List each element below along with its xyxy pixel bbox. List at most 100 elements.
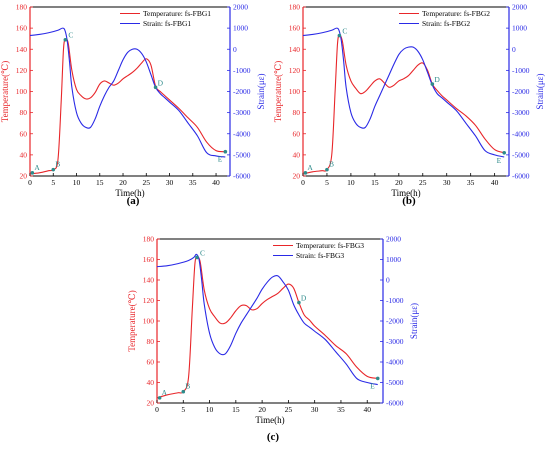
x-tick-label: 5 bbox=[51, 178, 55, 187]
y-left-tick-label: 60 bbox=[147, 358, 155, 367]
point-label-c: C bbox=[68, 31, 73, 40]
temperature-series-line bbox=[302, 34, 505, 175]
legend-label: Strain: fs-FBG3 bbox=[296, 251, 344, 260]
y-left-axis-label: Temperature(℃) bbox=[273, 61, 283, 122]
x-tick-label: 40 bbox=[212, 178, 220, 187]
y-right-tick-label: -5000 bbox=[386, 378, 404, 387]
x-tick-label: 0 bbox=[301, 178, 305, 187]
x-tick-label: 35 bbox=[337, 405, 345, 414]
x-tick-label: 25 bbox=[419, 178, 427, 187]
point-marker-b bbox=[51, 167, 56, 172]
y-left-tick-label: 40 bbox=[20, 150, 28, 159]
y-right-axis-label: Strain(με) bbox=[409, 303, 419, 339]
y-left-tick-label: 80 bbox=[293, 108, 301, 117]
point-label-d: D bbox=[301, 294, 307, 303]
y-left-tick-label: 180 bbox=[289, 3, 301, 12]
point-marker-a bbox=[157, 396, 162, 400]
y-left-tick-label: 140 bbox=[16, 45, 28, 54]
point-label-e: E bbox=[497, 156, 502, 165]
legend-label: Temperature: fs-FBG2 bbox=[422, 9, 490, 18]
x-axis-label: Time(h) bbox=[115, 188, 144, 198]
point-marker-b bbox=[325, 167, 329, 172]
y-left-tick-label: 40 bbox=[147, 378, 155, 387]
y-right-tick-label: 0 bbox=[512, 45, 516, 54]
y-right-tick-label: 0 bbox=[233, 45, 237, 54]
x-tick-label: 40 bbox=[363, 405, 371, 414]
point-marker-a bbox=[30, 171, 35, 175]
y-left-tick-label: 80 bbox=[20, 108, 28, 117]
temperature-series-line bbox=[156, 256, 378, 399]
x-tick-label: 5 bbox=[325, 178, 329, 187]
y-left-tick-label: 180 bbox=[16, 3, 28, 12]
y-left-tick-label: 60 bbox=[20, 129, 28, 138]
x-axis-label: Time(h) bbox=[255, 415, 284, 425]
x-tick-label: 20 bbox=[119, 178, 127, 187]
y-left-tick-label: 100 bbox=[143, 317, 155, 326]
point-marker-b bbox=[181, 389, 186, 394]
y-left-tick-label: 160 bbox=[289, 24, 301, 33]
y-right-tick-label: 1000 bbox=[512, 24, 527, 33]
y-left-tick-label: 40 bbox=[293, 150, 301, 159]
x-tick-label: 20 bbox=[395, 178, 403, 187]
x-tick-label: 10 bbox=[206, 405, 214, 414]
y-left-tick-label: 60 bbox=[293, 129, 301, 138]
y-left-tick-label: 160 bbox=[143, 255, 155, 264]
point-label-a: A bbox=[162, 388, 168, 397]
strain-series-line bbox=[302, 27, 505, 158]
x-tick-label: 35 bbox=[467, 178, 475, 187]
x-tick-label: 40 bbox=[491, 178, 499, 187]
y-left-axis-label: Temperature(℃) bbox=[0, 61, 10, 122]
y-left-tick-label: 120 bbox=[289, 66, 301, 75]
point-marker-d bbox=[430, 82, 435, 86]
y-right-tick-label: -6000 bbox=[512, 172, 530, 181]
point-label-b: B bbox=[55, 160, 60, 169]
point-label-d: D bbox=[158, 78, 164, 87]
legend-label: Strain: fs-FBG1 bbox=[143, 19, 191, 28]
y-left-tick-label: 100 bbox=[289, 87, 301, 96]
x-tick-label: 0 bbox=[28, 178, 32, 187]
x-tick-label: 30 bbox=[443, 178, 451, 187]
x-tick-label: 20 bbox=[258, 405, 266, 414]
y-right-tick-label: -5000 bbox=[512, 150, 530, 159]
y-right-tick-label: 1000 bbox=[233, 24, 248, 33]
point-marker-a bbox=[303, 171, 308, 175]
point-marker-d bbox=[153, 85, 158, 90]
y-right-tick-label: 0 bbox=[386, 276, 390, 285]
y-right-tick-label: -3000 bbox=[512, 108, 530, 117]
point-marker-c bbox=[337, 33, 342, 38]
temperature-series-line bbox=[29, 38, 226, 175]
y-right-tick-label: -1000 bbox=[512, 66, 530, 75]
y-right-axis-label: Strain(με) bbox=[535, 73, 545, 109]
x-tick-label: 25 bbox=[143, 178, 151, 187]
y-left-tick-label: 140 bbox=[143, 276, 155, 285]
x-tick-label: 10 bbox=[347, 178, 355, 187]
y-right-tick-label: -2000 bbox=[386, 317, 404, 326]
y-left-axis-label: Temperature(℃) bbox=[127, 290, 137, 351]
y-left-tick-label: 120 bbox=[16, 66, 28, 75]
legend-label: Strain: fs-FBG2 bbox=[422, 19, 470, 28]
point-marker-e bbox=[223, 149, 228, 154]
y-left-tick-label: 100 bbox=[16, 87, 28, 96]
panel-caption: (a) bbox=[127, 195, 140, 207]
chart-panel-b: 0 5 10 15 20 25 30 35 40 20 40 60 80 100 120 140 160 180 -… bbox=[273, 3, 545, 207]
x-tick-label: 15 bbox=[371, 178, 379, 187]
point-label-b: B bbox=[185, 382, 190, 391]
y-right-tick-label: -6000 bbox=[386, 399, 404, 408]
y-right-tick-label: -2000 bbox=[512, 87, 530, 96]
point-marker-c bbox=[63, 37, 68, 42]
y-left-tick-label: 20 bbox=[20, 172, 28, 181]
y-right-tick-label: -2000 bbox=[233, 87, 251, 96]
x-tick-label: 15 bbox=[232, 405, 240, 414]
y-left-tick-label: 120 bbox=[143, 296, 155, 305]
x-tick-label: 30 bbox=[166, 178, 174, 187]
y-right-tick-label: -4000 bbox=[386, 358, 404, 367]
point-label-b: B bbox=[329, 160, 334, 169]
point-label-e: E bbox=[218, 155, 223, 164]
y-right-tick-label: -3000 bbox=[233, 108, 251, 117]
legend-label: Temperature: fs-FBG3 bbox=[296, 241, 364, 250]
panel-caption: (b) bbox=[402, 195, 416, 207]
x-tick-label: 0 bbox=[155, 405, 159, 414]
y-left-tick-label: 140 bbox=[289, 45, 301, 54]
strain-series-line bbox=[156, 253, 378, 386]
